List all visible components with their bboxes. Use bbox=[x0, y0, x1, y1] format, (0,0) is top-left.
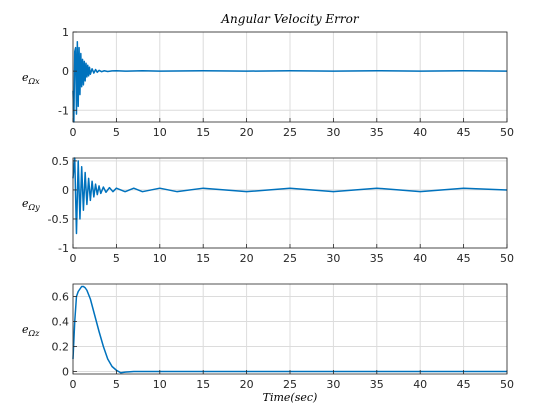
x-tick-label: 50 bbox=[500, 126, 514, 139]
x-tick-label: 0 bbox=[70, 252, 77, 265]
x-tick-label: 40 bbox=[413, 252, 427, 265]
y-tick-label: 0 bbox=[62, 65, 69, 78]
x-tick-label: 5 bbox=[113, 378, 120, 391]
y-tick-label: 0.6 bbox=[52, 291, 70, 304]
x-tick-label: 30 bbox=[326, 378, 340, 391]
y-tick-label: 0 bbox=[62, 366, 69, 379]
data-series-line bbox=[72, 41, 508, 123]
y-tick-label: 0.4 bbox=[52, 316, 70, 329]
x-tick-label: 25 bbox=[283, 378, 297, 391]
x-tick-label: 10 bbox=[153, 378, 167, 391]
x-tick-label: 45 bbox=[457, 126, 471, 139]
y-tick-label: 0 bbox=[62, 184, 69, 197]
x-tick-label: 15 bbox=[196, 252, 210, 265]
x-tick-label: 50 bbox=[500, 252, 514, 265]
x-tick-label: 15 bbox=[196, 126, 210, 139]
x-tick-label: 0 bbox=[70, 378, 77, 391]
x-tick-label: 20 bbox=[240, 252, 254, 265]
y-tick-label: 0.2 bbox=[52, 341, 70, 354]
x-tick-label: 40 bbox=[413, 126, 427, 139]
x-tick-label: 30 bbox=[326, 126, 340, 139]
x-tick-label: 35 bbox=[370, 378, 384, 391]
data-series-line bbox=[72, 157, 508, 235]
y-tick-label: -0.5 bbox=[48, 213, 69, 226]
x-tick-label: 50 bbox=[500, 378, 514, 391]
x-tick-label: 5 bbox=[113, 252, 120, 265]
x-tick-label: 20 bbox=[240, 126, 254, 139]
y-tick-label: -1 bbox=[58, 242, 69, 255]
x-tick-label: 20 bbox=[240, 378, 254, 391]
subplot-3: 0 5 10 15 20 25 30 35 40 45 50 0 0.2 0.4 0.6 eΩz bbox=[22, 283, 514, 391]
x-tick-label: 45 bbox=[457, 378, 471, 391]
x-tick-label: 35 bbox=[370, 252, 384, 265]
x-tick-label: 10 bbox=[153, 252, 167, 265]
x-tick-label: 30 bbox=[326, 252, 340, 265]
x-tick-label: 0 bbox=[70, 126, 77, 139]
x-tick-label: 15 bbox=[196, 378, 210, 391]
x-tick-label: 25 bbox=[283, 252, 297, 265]
subplot-2: 0 5 10 15 20 25 30 35 40 45 50 -1 -0.5 0 0.5 eΩy bbox=[22, 155, 514, 265]
y-tick-label: 0.5 bbox=[52, 155, 70, 168]
x-tick-label: 10 bbox=[153, 126, 167, 139]
chart-title: Angular Velocity Error bbox=[220, 12, 360, 26]
y-tick-label: 1 bbox=[62, 26, 69, 39]
x-tick-label: 45 bbox=[457, 252, 471, 265]
y-axis-label: eΩx bbox=[22, 71, 40, 86]
x-tick-label: 40 bbox=[413, 378, 427, 391]
data-series-line bbox=[72, 285, 507, 374]
x-tick-label: 25 bbox=[283, 126, 297, 139]
y-axis-label: eΩz bbox=[22, 323, 40, 338]
y-axis-label: eΩy bbox=[22, 197, 40, 212]
x-tick-label: 35 bbox=[370, 126, 384, 139]
x-tick-label: 5 bbox=[113, 126, 120, 139]
x-axis-label: Time(sec) bbox=[263, 391, 318, 404]
y-tick-label: -1 bbox=[58, 104, 69, 117]
